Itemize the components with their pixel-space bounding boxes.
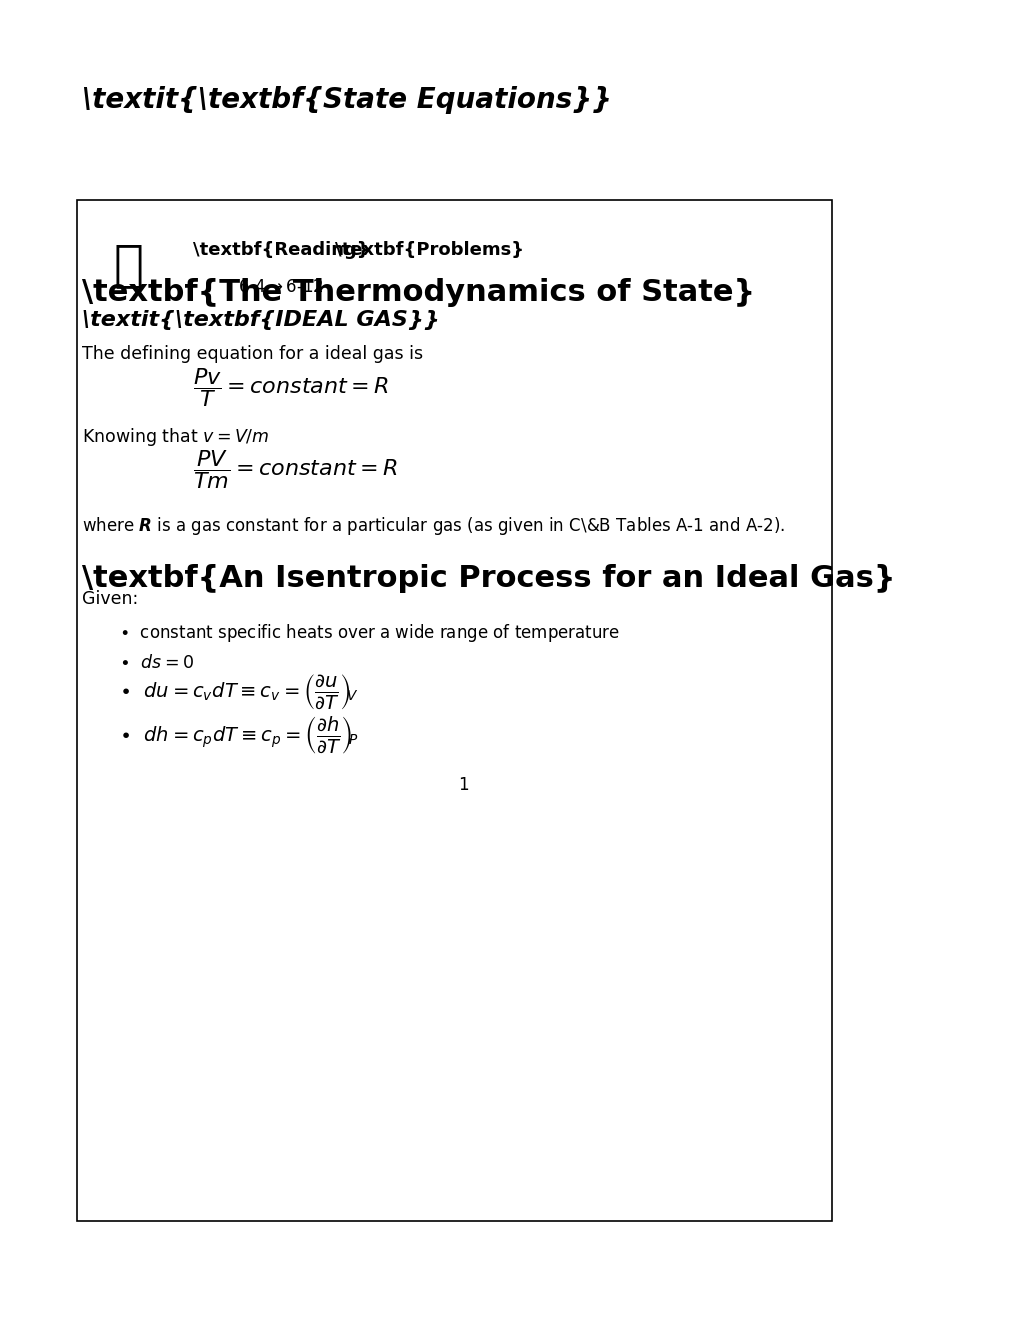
Text: \textbf{Problems}: \textbf{Problems}	[335, 242, 524, 259]
Text: \textbf{Reading}: \textbf{Reading}	[193, 242, 369, 259]
Text: \textbf{An Isentropic Process for an Ideal Gas}: \textbf{An Isentropic Process for an Ide…	[82, 564, 895, 593]
Text: $\bullet$  $du = c_v dT \equiv c_v = \left(\dfrac{\partial u}{\partial T}\right): $\bullet$ $du = c_v dT \equiv c_v = \lef…	[119, 673, 359, 711]
Text: $\dfrac{PV}{Tm} = constant = R$: $\dfrac{PV}{Tm} = constant = R$	[193, 449, 397, 491]
Text: $\dfrac{Pv}{T} = constant = R$: $\dfrac{Pv}{T} = constant = R$	[193, 367, 389, 409]
Text: $6\text{-}4 \rightarrow 6\text{-}12$: $6\text{-}4 \rightarrow 6\text{-}12$	[238, 277, 324, 296]
Text: \textit{\textbf{State Equations}}: \textit{\textbf{State Equations}}	[82, 86, 611, 114]
Text: $\bullet$  $dh = c_p dT \equiv c_p = \left(\dfrac{\partial h}{\partial T}\right): $\bullet$ $dh = c_p dT \equiv c_p = \lef…	[119, 714, 359, 756]
Text: The defining equation for a ideal gas is: The defining equation for a ideal gas is	[82, 345, 423, 363]
Text: Knowing that $v = V/m$: Knowing that $v = V/m$	[82, 426, 269, 449]
Text: $\bullet$  constant specific heats over a wide range of temperature: $\bullet$ constant specific heats over a…	[119, 623, 620, 644]
Text: where $\boldsymbol{R}$ is a gas constant for a particular gas (as given in C\&B : where $\boldsymbol{R}$ is a gas constant…	[82, 515, 785, 537]
Text: 📚: 📚	[113, 242, 143, 289]
Text: \textit{\textbf{IDEAL GAS}}: \textit{\textbf{IDEAL GAS}}	[82, 310, 439, 330]
Text: 1: 1	[458, 776, 469, 795]
Text: $\bullet$  $ds = 0$: $\bullet$ $ds = 0$	[119, 653, 194, 672]
Text: Given:: Given:	[82, 590, 138, 607]
FancyBboxPatch shape	[77, 201, 830, 1221]
Text: \textbf{The Thermodynamics of State}: \textbf{The Thermodynamics of State}	[82, 277, 754, 306]
